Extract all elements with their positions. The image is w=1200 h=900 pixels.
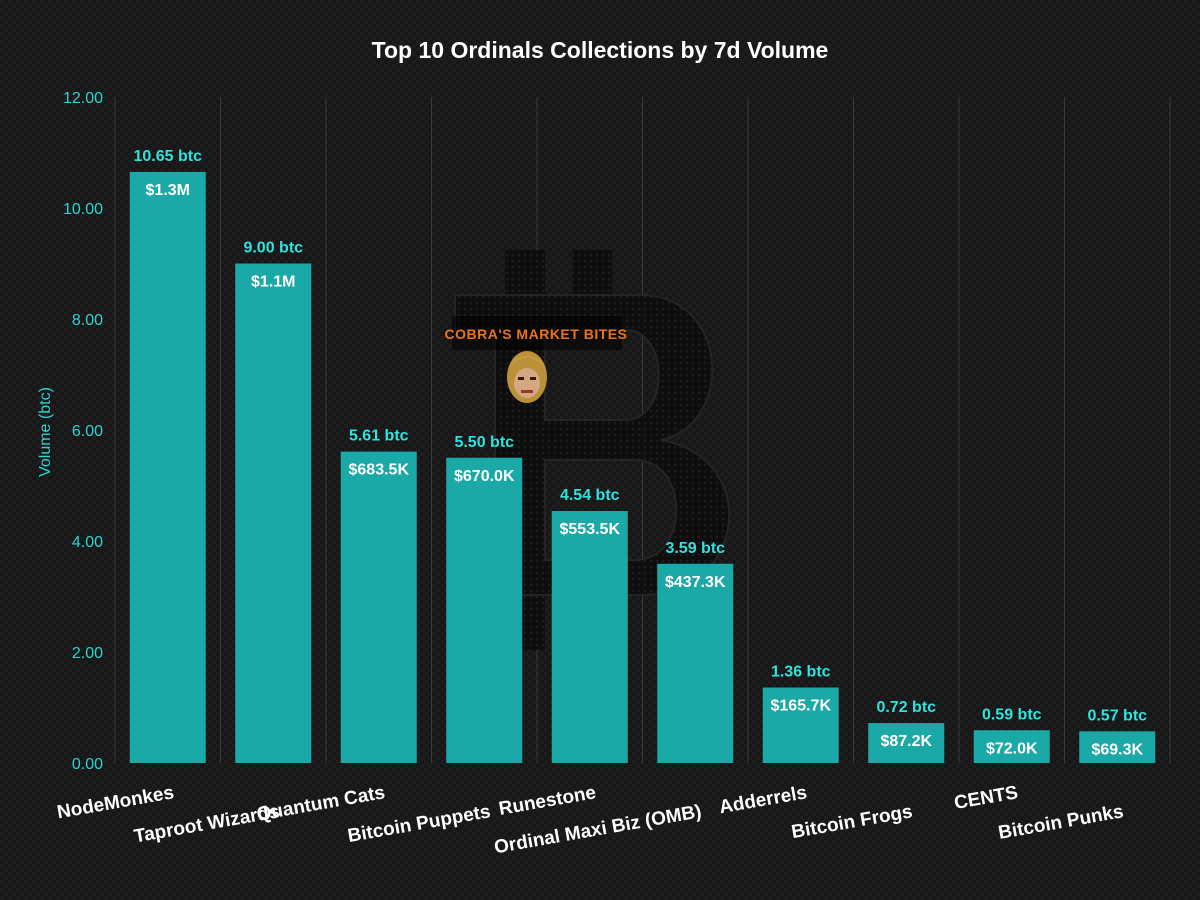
- usd-value-label: $72.0K: [986, 740, 1038, 757]
- watermark-text: COBRA'S MARKET BITES: [445, 326, 628, 342]
- btc-value-label: 0.59 btc: [982, 706, 1042, 723]
- bar: [657, 563, 734, 763]
- y-axis: 0.00 2.00 4.00 6.00 8.00 10.00 12.00: [63, 90, 103, 773]
- y-tick-label: 2.00: [72, 645, 103, 662]
- btc-value-label: 0.57 btc: [1087, 707, 1147, 724]
- bar: [340, 451, 417, 763]
- bar: [446, 457, 523, 763]
- bar: [868, 723, 945, 763]
- cartoon-avatar-icon: [507, 351, 547, 403]
- bar: [235, 263, 312, 763]
- btc-value-label: 4.54 btc: [560, 487, 620, 504]
- usd-value-label: $437.3K: [665, 574, 726, 591]
- btc-value-label: 10.65 btc: [134, 148, 203, 165]
- usd-value-label: $553.5K: [560, 521, 621, 538]
- y-tick-label: 0.00: [72, 756, 103, 773]
- btc-value-label: 3.59 btc: [665, 540, 725, 557]
- btc-value-label: 1.36 btc: [771, 664, 831, 681]
- y-tick-label: 6.00: [72, 423, 103, 440]
- usd-value-label: $87.2K: [880, 733, 932, 750]
- usd-value-label: $1.1M: [251, 274, 295, 291]
- y-axis-label: Volume (btc): [37, 387, 54, 477]
- bar: [551, 511, 628, 763]
- bar: [762, 687, 839, 763]
- btc-value-label: 9.00 btc: [243, 240, 303, 257]
- chart-title: Top 10 Ordinals Collections by 7d Volume: [372, 37, 829, 63]
- btc-value-label: 5.50 btc: [454, 434, 514, 451]
- bar: [973, 730, 1050, 763]
- usd-value-label: $69.3K: [1091, 741, 1143, 758]
- bars: [129, 171, 1156, 764]
- btc-value-label: 5.61 btc: [349, 428, 409, 445]
- usd-value-label: $683.5K: [349, 462, 410, 479]
- grid-lines: [114, 97, 1171, 763]
- usd-value-label: $165.7K: [771, 698, 832, 715]
- bar: [1079, 731, 1156, 763]
- bar: [129, 171, 206, 764]
- y-tick-label: 10.00: [63, 201, 103, 218]
- y-tick-label: 4.00: [72, 534, 103, 551]
- y-tick-label: 8.00: [72, 312, 103, 329]
- bar-labels: 10.65 btc $1.3M 9.00 btc $1.1M 5.61 btc $683.…: [134, 148, 1148, 758]
- usd-value-label: $670.0K: [454, 468, 515, 485]
- y-tick-label: 12.00: [63, 90, 103, 107]
- usd-value-label: $1.3M: [146, 182, 190, 199]
- btc-value-label: 0.72 btc: [876, 699, 936, 716]
